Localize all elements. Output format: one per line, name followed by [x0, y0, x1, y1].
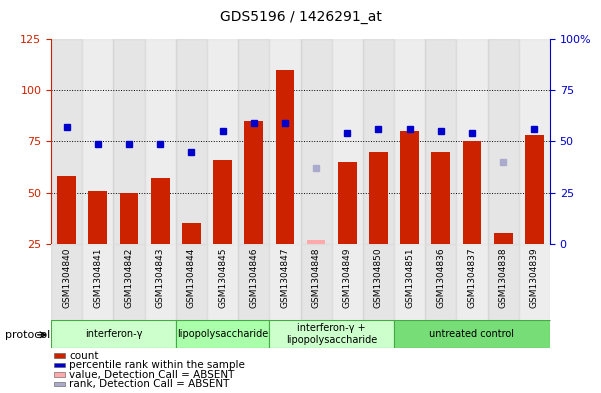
Bar [269, 244, 300, 320]
Bar [519, 39, 550, 244]
Bar [519, 244, 550, 320]
Bar [145, 39, 176, 244]
Text: GSM1304843: GSM1304843 [156, 248, 165, 308]
Text: GSM1304837: GSM1304837 [468, 248, 477, 308]
Text: untreated control: untreated control [430, 329, 514, 339]
Bar [363, 39, 394, 244]
Bar [182, 223, 201, 244]
Bar [207, 39, 238, 244]
Bar [238, 39, 269, 244]
Text: value, Detection Call = ABSENT: value, Detection Call = ABSENT [69, 369, 234, 380]
Bar [487, 39, 519, 244]
Bar [394, 320, 550, 348]
Bar [426, 39, 456, 244]
Text: GSM1304848: GSM1304848 [311, 248, 320, 308]
Bar [426, 244, 456, 320]
Bar [394, 39, 426, 244]
Bar [176, 244, 207, 320]
Text: interferon-γ: interferon-γ [85, 329, 142, 339]
Bar [114, 39, 145, 244]
Bar [145, 244, 176, 320]
Text: GSM1304849: GSM1304849 [343, 248, 352, 308]
Bar [394, 244, 426, 320]
Bar [51, 320, 176, 348]
Bar [363, 244, 394, 320]
Bar [300, 244, 332, 320]
Text: GSM1304839: GSM1304839 [530, 248, 539, 308]
Bar [269, 320, 394, 348]
Text: GSM1304847: GSM1304847 [281, 248, 290, 308]
Text: GSM1304845: GSM1304845 [218, 248, 227, 308]
Text: lipopolysaccharide: lipopolysaccharide [177, 329, 268, 339]
Text: rank, Detection Call = ABSENT: rank, Detection Call = ABSENT [69, 379, 230, 389]
Bar [51, 39, 82, 244]
Bar [114, 244, 145, 320]
Bar [307, 240, 326, 244]
Text: GSM1304851: GSM1304851 [405, 248, 414, 308]
Bar [338, 162, 356, 244]
Bar [82, 39, 114, 244]
Bar [400, 131, 419, 244]
Bar [332, 39, 363, 244]
Bar [51, 244, 82, 320]
Bar [332, 244, 363, 320]
Bar [432, 152, 450, 244]
Text: GSM1304846: GSM1304846 [249, 248, 258, 308]
Bar [176, 39, 207, 244]
Text: GSM1304841: GSM1304841 [93, 248, 102, 308]
Bar [245, 121, 263, 244]
Text: GSM1304842: GSM1304842 [124, 248, 133, 308]
Text: interferon-γ +
lipopolysaccharide: interferon-γ + lipopolysaccharide [286, 323, 377, 345]
Text: protocol: protocol [5, 330, 50, 340]
Bar [57, 176, 76, 244]
Bar [494, 233, 513, 244]
Text: GSM1304836: GSM1304836 [436, 248, 445, 308]
Text: GSM1304844: GSM1304844 [187, 248, 196, 308]
Text: GSM1304840: GSM1304840 [62, 248, 71, 308]
Bar [456, 39, 487, 244]
Bar [207, 244, 238, 320]
Text: percentile rank within the sample: percentile rank within the sample [69, 360, 245, 370]
Bar [456, 244, 487, 320]
Bar [82, 244, 114, 320]
Bar [269, 39, 300, 244]
Text: count: count [69, 351, 99, 361]
Bar [176, 320, 269, 348]
Bar [525, 135, 544, 244]
Bar [238, 244, 269, 320]
Bar [276, 70, 294, 244]
Text: GDS5196 / 1426291_at: GDS5196 / 1426291_at [219, 10, 382, 24]
Bar [300, 39, 332, 244]
Text: GSM1304850: GSM1304850 [374, 248, 383, 308]
Bar [88, 191, 107, 244]
Text: GSM1304838: GSM1304838 [499, 248, 508, 308]
Bar [120, 193, 138, 244]
Bar [213, 160, 232, 244]
Bar [151, 178, 169, 244]
Bar [463, 141, 481, 244]
Bar [369, 152, 388, 244]
Bar [487, 244, 519, 320]
